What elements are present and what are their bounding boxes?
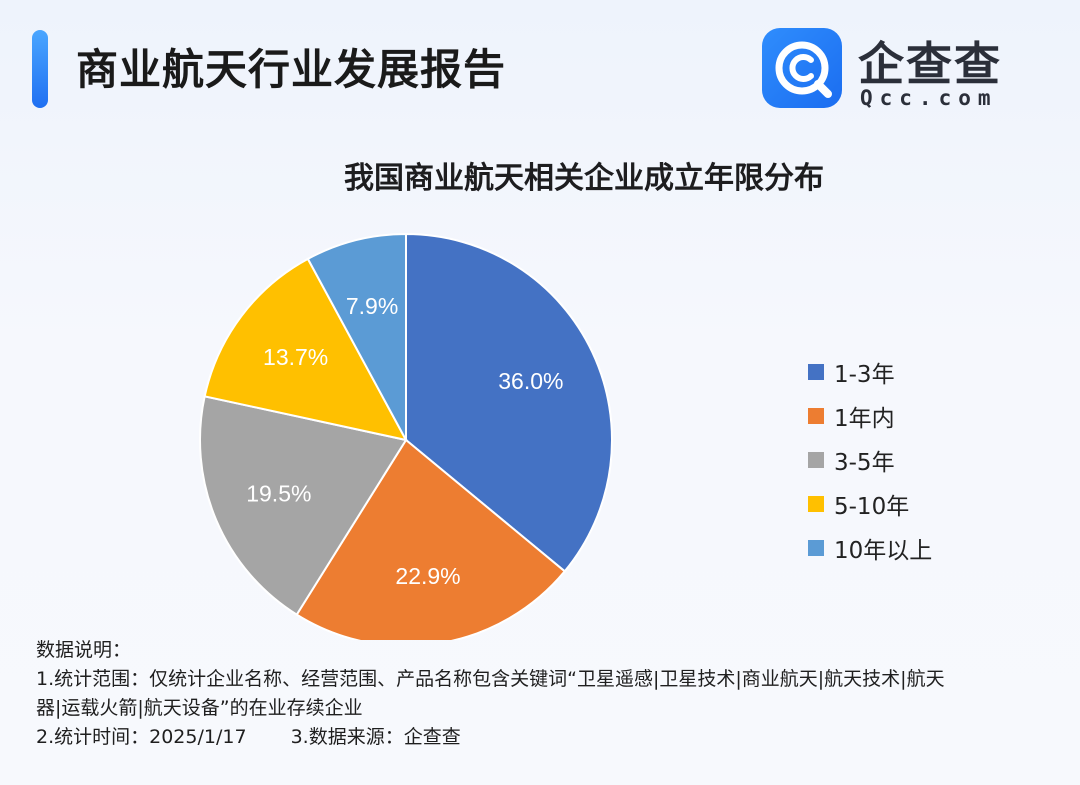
pie-slice	[203, 257, 408, 442]
legend-swatch	[808, 408, 824, 424]
notes-scope-line-1: 1.统计范围：仅统计企业名称、经营范围、产品名称包含关键词“卫星遥感|卫星技术|…	[36, 668, 945, 690]
pie-slice	[199, 395, 408, 617]
slice-data-label: 36.0%	[498, 368, 563, 394]
qcc-logo-icon	[762, 28, 842, 108]
slice-data-label: 13.7%	[263, 344, 328, 370]
pie-slice	[405, 232, 613, 573]
legend-label: 1-3年	[834, 362, 895, 388]
slice-data-label: 19.5%	[246, 481, 311, 507]
legend-label: 1年内	[834, 406, 895, 432]
notes-source: 3.数据来源：企查查	[290, 726, 461, 748]
data-notes: 数据说明： 1.统计范围：仅统计企业名称、经营范围、产品名称包含关键词“卫星遥感…	[36, 636, 1046, 752]
legend-label: 3-5年	[834, 450, 895, 476]
legend-item-3-5y: 3-5年	[808, 438, 932, 482]
brand-domain: Qcc.com	[860, 86, 998, 110]
report-title: 商业航天行业发展报告	[76, 45, 507, 94]
legend-swatch	[808, 452, 824, 468]
brand-name: 企查查	[858, 37, 1002, 91]
pie-slice	[306, 232, 407, 441]
title-accent-bar	[32, 30, 48, 108]
legend-item-over-10y: 10年以上	[808, 526, 932, 570]
chart-title: 我国商业航天相关企业成立年限分布	[344, 161, 824, 196]
chart-legend: 1-3年 1年内 3-5年 5-10年 10年以上	[808, 350, 932, 570]
legend-item-within-1y: 1年内	[808, 394, 932, 438]
legend-swatch	[808, 496, 824, 512]
legend-label: 10年以上	[834, 538, 933, 564]
brand: 企查查 Qcc.com	[762, 28, 1032, 112]
legend-item-5-10y: 5-10年	[808, 482, 932, 526]
slice-data-label: 7.9%	[346, 293, 398, 319]
notes-scope-line-2: 器|运载火箭|航天设备”的在业存续企业	[36, 697, 363, 719]
legend-item-1-3y: 1-3年	[808, 350, 932, 394]
pie-chart: 36.0% 22.9% 19.5% 13.7% 7.9%	[199, 232, 613, 640]
notes-time: 2.统计时间：2025/1/17	[36, 726, 247, 748]
slice-data-label: 22.9%	[395, 563, 460, 589]
notes-heading: 数据说明：	[36, 639, 132, 661]
legend-swatch	[808, 364, 824, 380]
pie-slice	[295, 438, 567, 640]
legend-swatch	[808, 540, 824, 556]
legend-label: 5-10年	[834, 494, 910, 520]
notes-time-source-row: 2.统计时间：2025/1/17 3.数据来源：企查查	[36, 723, 1046, 752]
